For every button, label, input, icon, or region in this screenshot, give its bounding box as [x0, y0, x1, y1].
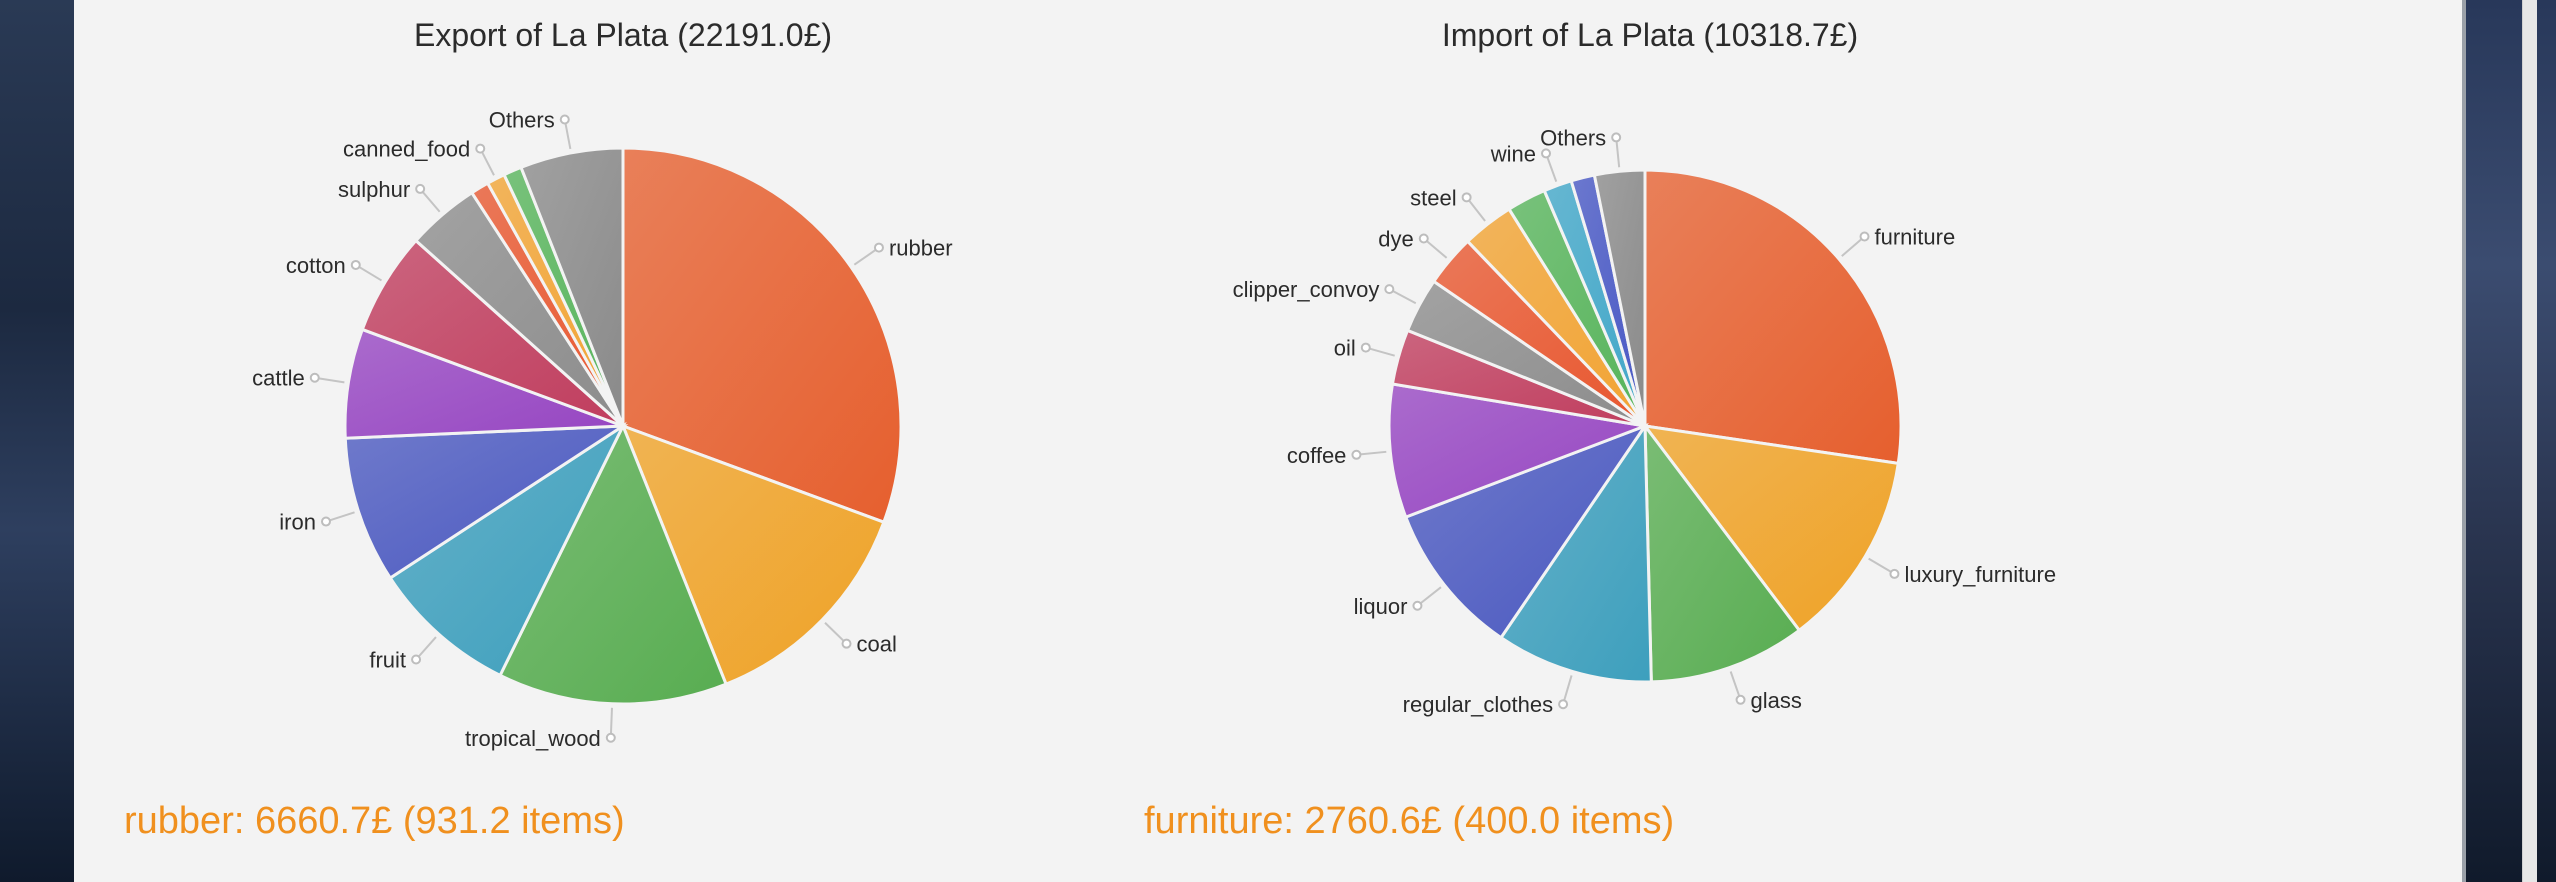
import-label-Others: Others — [1540, 125, 1606, 150]
import-leader-dot — [1384, 284, 1395, 295]
export-slice-labels: rubber coal tropical_wood fruit iron cattle co… — [252, 107, 952, 750]
import-leader-line — [1365, 346, 1395, 357]
import-leader-dot — [1735, 694, 1746, 705]
import-chart-title: Import of La Plata (10318.7£) — [1442, 17, 1858, 53]
export-leader-line — [479, 148, 495, 176]
import-leader-line — [1615, 137, 1621, 168]
import-leader-line — [1356, 450, 1387, 456]
export-leader-dot — [605, 732, 616, 743]
export-label-tropical_wood: tropical_wood — [465, 726, 601, 751]
import-label-luxury_furniture: luxury_furniture — [1904, 562, 2056, 587]
export-selected-summary: rubber: 6660.7£ (931.2 items) — [124, 800, 625, 842]
export-label-rubber: rubber — [889, 236, 953, 261]
import-label-clipper_convoy: clipper_convoy — [1233, 277, 1380, 302]
export-label-coal: coal — [857, 632, 897, 657]
export-leader-line — [325, 511, 355, 523]
import-leader-dot — [1558, 699, 1569, 710]
window-border — [2462, 0, 2466, 882]
export-leader-dot — [475, 143, 486, 154]
import-label-furniture: furniture — [1875, 224, 1956, 249]
desktop-wallpaper-right — [2462, 0, 2556, 882]
export-label-cotton: cotton — [286, 253, 346, 278]
export-leader-dot — [559, 114, 570, 125]
import-slices — [1387, 168, 1903, 684]
import-slice-furniture[interactable] — [1643, 168, 1903, 466]
export-leader-dot — [309, 372, 320, 383]
export-label-fruit: fruit — [369, 647, 406, 672]
import-label-regular_clothes: regular_clothes — [1403, 692, 1553, 717]
export-slice-iron[interactable] — [343, 424, 629, 581]
import-label-glass: glass — [1751, 688, 1802, 713]
export-label-sulphur: sulphur — [338, 177, 410, 202]
export-pie-chart: Export of La Plata (22191.0£) rubber coal… — [252, 17, 952, 751]
import-slice-liquor[interactable] — [1403, 422, 1649, 640]
import-leader-dot — [1351, 449, 1362, 460]
import-leader-dot — [1360, 342, 1371, 353]
export-label-canned_food: canned_food — [343, 137, 470, 162]
import-leader-dot — [1541, 148, 1552, 159]
export-slice-Others[interactable] — [519, 146, 625, 427]
import-label-coffee: coffee — [1287, 443, 1347, 468]
export-leader-dot — [841, 638, 852, 649]
export-leader-line — [355, 264, 382, 282]
import-label-dye: dye — [1378, 227, 1413, 252]
import-label-liquor: liquor — [1354, 594, 1408, 619]
export-leader-dot — [415, 183, 426, 194]
import-selected-summary: furniture: 2760.6£ (400.0 items) — [1144, 800, 1675, 842]
export-slice-coal[interactable] — [620, 423, 886, 687]
import-slice-luxury_furniture[interactable] — [1641, 423, 1900, 633]
import-leader-dot — [1859, 231, 1870, 242]
export-leader-dot — [350, 259, 361, 270]
export-slice-rubber[interactable] — [621, 146, 903, 525]
import-slice-regular_clothes[interactable] — [1498, 421, 1653, 684]
export-label-cattle: cattle — [252, 366, 305, 391]
import-leader-dot — [1412, 600, 1423, 611]
import-leader-dot — [1611, 132, 1622, 143]
import-label-oil: oil — [1334, 336, 1356, 361]
export-leader-dot — [873, 242, 884, 253]
import-leader-dot — [1889, 568, 1900, 579]
export-leader-line — [415, 636, 437, 661]
desktop-wallpaper-left — [0, 0, 74, 882]
import-leader-dot — [1418, 233, 1429, 244]
import-leader-line — [1388, 288, 1417, 305]
import-label-steel: steel — [1410, 185, 1456, 210]
export-slice-fruit[interactable] — [388, 421, 627, 678]
export-leader-dot — [320, 516, 331, 527]
export-leader-dot — [411, 654, 422, 665]
import-label-wine: wine — [1490, 141, 1536, 166]
panel-scrollbar[interactable] — [2522, 0, 2537, 882]
import-leader-line — [1545, 153, 1558, 182]
export-slices — [343, 146, 903, 706]
import-slice-coffee[interactable] — [1387, 382, 1651, 520]
import-leader-line — [1562, 675, 1573, 705]
export-slice-tropical_wood[interactable] — [498, 422, 729, 706]
export-chart-title: Export of La Plata (22191.0£) — [414, 17, 832, 53]
import-slice-glass[interactable] — [1643, 421, 1802, 684]
import-leader-line — [1868, 557, 1895, 575]
import-pie-chart: Import of La Plata (10318.7£) furniture l… — [1233, 17, 2056, 717]
export-label-iron: iron — [279, 510, 316, 535]
import-slice-Others[interactable] — [1592, 168, 1647, 427]
export-label-Others: Others — [489, 107, 555, 132]
import-leader-dot — [1461, 192, 1472, 203]
export-leader-line — [824, 622, 848, 645]
import-leader-line — [1416, 586, 1442, 607]
import-leader-line — [1423, 237, 1448, 259]
